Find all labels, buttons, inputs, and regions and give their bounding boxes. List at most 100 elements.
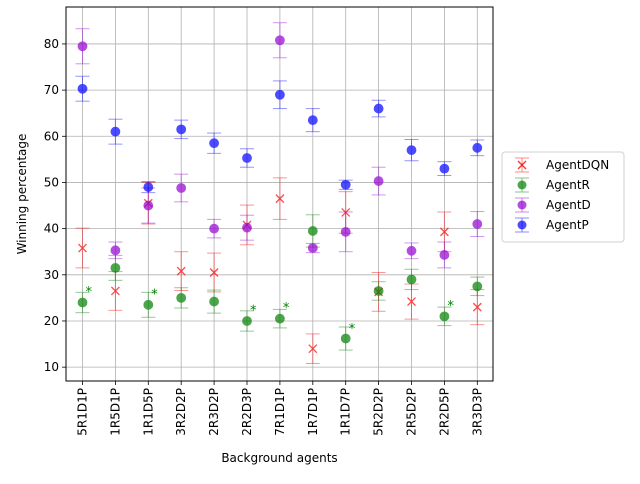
data-point-group bbox=[272, 308, 287, 329]
data-point-group bbox=[404, 139, 419, 162]
significance-annotation: * bbox=[283, 301, 290, 316]
circle-marker bbox=[209, 223, 220, 234]
circle-marker bbox=[209, 138, 220, 149]
circle-marker bbox=[307, 243, 318, 253]
x-tick-label: 1R1D7P bbox=[339, 388, 353, 436]
y-tick-label: 70 bbox=[44, 83, 59, 97]
circle-marker bbox=[176, 124, 187, 135]
data-point-group bbox=[207, 132, 222, 154]
circle-marker bbox=[110, 126, 121, 137]
data-point-group bbox=[371, 99, 386, 118]
circle-marker bbox=[340, 333, 351, 344]
data-point-group bbox=[207, 252, 222, 293]
x-marker-stroke bbox=[176, 266, 186, 276]
data-point-group bbox=[141, 291, 156, 318]
data-point-group bbox=[404, 283, 419, 320]
legend: AgentDQN AgentR AgentD AgentP bbox=[501, 151, 625, 243]
circle-marker bbox=[406, 274, 417, 285]
data-point-group bbox=[305, 242, 320, 254]
circle-marker bbox=[406, 145, 417, 156]
data-point-group bbox=[437, 211, 452, 253]
data-point-group bbox=[141, 181, 156, 194]
data-point-group bbox=[240, 148, 254, 168]
circle-marker bbox=[209, 296, 220, 307]
circle-marker bbox=[373, 103, 384, 114]
data-point-group bbox=[470, 139, 485, 157]
circle-marker bbox=[439, 311, 450, 322]
circle-marker bbox=[143, 182, 154, 192]
data-point-group bbox=[207, 218, 222, 239]
data-point-group bbox=[75, 227, 90, 269]
circle-marker bbox=[77, 41, 88, 52]
data-point-group bbox=[305, 108, 320, 133]
circle-marker bbox=[242, 316, 252, 326]
data-point-group bbox=[470, 276, 485, 297]
circle-marker bbox=[406, 245, 417, 256]
circle-marker bbox=[110, 262, 121, 273]
x-tick-label: 5R2D2P bbox=[372, 388, 386, 436]
x-tick-label: 2R2D5P bbox=[437, 388, 451, 436]
significance-annotation: * bbox=[250, 303, 257, 318]
data-point-group bbox=[240, 214, 254, 241]
circle-marker bbox=[176, 183, 187, 193]
data-point-group bbox=[437, 306, 452, 327]
data-point-group bbox=[272, 80, 287, 110]
data-point-group bbox=[174, 251, 189, 292]
data-point-group bbox=[404, 268, 419, 291]
y-tick-label: 50 bbox=[44, 175, 59, 189]
x-tick-label: 1R7D1P bbox=[306, 388, 320, 436]
y-tick-label: 60 bbox=[44, 129, 59, 143]
data-point-group bbox=[174, 287, 189, 309]
y-axis-label: Winning percentage bbox=[15, 134, 29, 255]
legend-box bbox=[501, 151, 625, 243]
x-marker-stroke bbox=[275, 194, 285, 204]
data-point-group bbox=[437, 241, 452, 269]
x-tick-label: 3R2D2P bbox=[174, 388, 188, 436]
x-tick-label: 1R5D1P bbox=[108, 388, 122, 436]
circle-marker bbox=[77, 297, 88, 308]
data-point-group bbox=[240, 310, 254, 332]
x-marker-stroke bbox=[439, 227, 449, 237]
circle-marker bbox=[439, 163, 450, 174]
circle-marker bbox=[143, 200, 154, 211]
circle-marker bbox=[472, 219, 483, 229]
significance-annotation: * bbox=[447, 299, 454, 314]
legend-label: AgentD bbox=[546, 198, 591, 212]
x-marker-stroke bbox=[308, 344, 318, 354]
circle-marker bbox=[439, 250, 450, 260]
x-axis-label: Background agents bbox=[221, 451, 337, 465]
x-tick-label: 2R3D2P bbox=[207, 388, 221, 436]
significance-annotation: * bbox=[349, 322, 356, 337]
circle-marker bbox=[307, 115, 318, 126]
x-tick-label: 3R3D3P bbox=[470, 388, 484, 436]
data-point-group bbox=[207, 289, 222, 314]
x-tick-label: 7R1D1P bbox=[273, 388, 287, 436]
data-point-group bbox=[404, 242, 419, 260]
axis-ticks: 10 20 30 40 50 60 70 80 5R1D1P 1R5D1P 1R1D5P 3R2D2P… bbox=[44, 37, 485, 436]
circle-marker bbox=[110, 245, 121, 256]
data-point-group bbox=[470, 211, 485, 237]
data-point-group bbox=[470, 289, 485, 326]
legend-circle-marker bbox=[517, 220, 527, 230]
legend-circle-marker bbox=[517, 180, 527, 190]
x-tick-label: 2R5D2P bbox=[405, 388, 419, 436]
circle-marker bbox=[242, 222, 252, 233]
data-point-group bbox=[174, 119, 189, 140]
data-point-group bbox=[272, 177, 287, 220]
data-point-group bbox=[338, 211, 353, 253]
circle-marker bbox=[176, 292, 187, 303]
circle-marker bbox=[274, 35, 285, 46]
circle-marker bbox=[274, 313, 285, 324]
data-point-group bbox=[305, 333, 320, 364]
data-point-group bbox=[108, 254, 123, 281]
circle-marker bbox=[340, 179, 351, 190]
circle-marker bbox=[77, 83, 88, 94]
legend-circle-marker bbox=[517, 200, 527, 210]
significance-annotation: * bbox=[151, 287, 158, 302]
data-point-group bbox=[338, 326, 353, 351]
circle-marker bbox=[307, 226, 318, 236]
data-point-group bbox=[108, 118, 123, 145]
significance-annotation: * bbox=[86, 285, 93, 300]
